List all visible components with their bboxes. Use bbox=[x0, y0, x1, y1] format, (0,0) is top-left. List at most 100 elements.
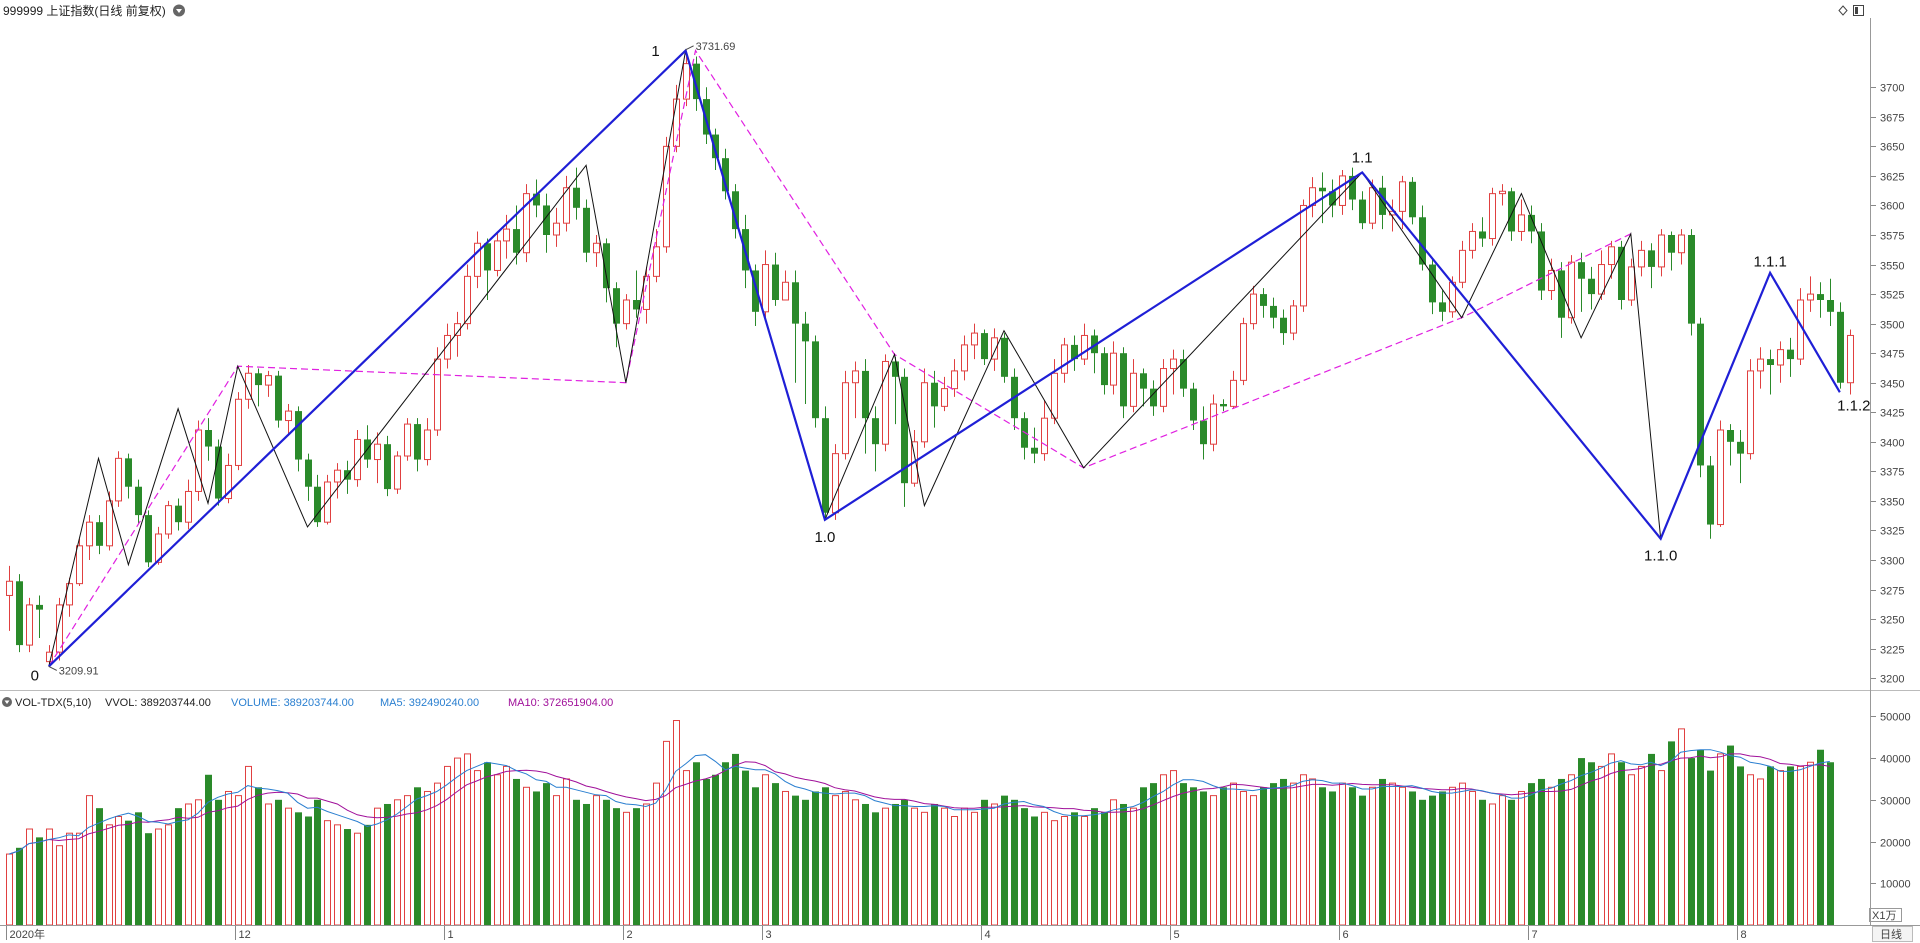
volume-bar bbox=[1190, 787, 1197, 925]
volume-bar bbox=[1210, 795, 1217, 926]
wave-dashed-line bbox=[48, 49, 1632, 667]
volume-bar bbox=[1807, 761, 1814, 926]
volume-bar bbox=[86, 795, 93, 926]
volume-bar bbox=[1449, 786, 1456, 926]
price-tick-label: 3300 bbox=[1880, 556, 1904, 568]
candle-body bbox=[1220, 404, 1227, 407]
candle-body bbox=[1399, 181, 1406, 212]
candle-body bbox=[862, 370, 869, 419]
candle-body bbox=[1439, 302, 1446, 312]
candle-body bbox=[633, 300, 640, 310]
volume-bar bbox=[36, 837, 43, 925]
candle-body bbox=[324, 481, 331, 523]
candle-body bbox=[703, 99, 710, 135]
candle-body bbox=[444, 334, 451, 360]
candle-body bbox=[1618, 246, 1625, 300]
candle-body bbox=[1578, 262, 1585, 279]
volume-bar bbox=[1578, 758, 1585, 925]
candle-body bbox=[384, 444, 391, 490]
volume-bar bbox=[1419, 799, 1426, 925]
candle-body bbox=[394, 455, 401, 490]
volume-bar bbox=[115, 816, 122, 926]
period-tab[interactable]: 日线 bbox=[1872, 926, 1913, 942]
candle-body bbox=[255, 373, 262, 386]
candle-body bbox=[1190, 388, 1197, 421]
volume-bar bbox=[1130, 807, 1137, 926]
candle-body bbox=[971, 332, 978, 346]
volume-bar bbox=[1011, 799, 1018, 925]
candle-body bbox=[1777, 349, 1784, 366]
candle-body bbox=[1548, 269, 1555, 292]
month-label: 4 bbox=[985, 929, 991, 941]
candle-body bbox=[643, 275, 650, 310]
volume-bar bbox=[46, 828, 53, 926]
volume-bar bbox=[1091, 808, 1098, 925]
volume-bar bbox=[56, 845, 63, 926]
candle-body bbox=[265, 375, 272, 386]
month-label: 2020年 bbox=[10, 927, 45, 941]
volume-menu-icon[interactable] bbox=[2, 697, 12, 707]
candle-body bbox=[752, 270, 759, 312]
price-tick-label: 3375 bbox=[1880, 467, 1904, 479]
volume-indicator-title: VOL-TDX(5,10) bbox=[15, 697, 91, 709]
high-price-label: 3731.69 bbox=[696, 41, 736, 53]
candle-body bbox=[1319, 187, 1326, 192]
price-tick-label: 3500 bbox=[1880, 320, 1904, 332]
price-tick-label: 3600 bbox=[1880, 201, 1904, 213]
volume-bar bbox=[1280, 778, 1287, 925]
volume-bar bbox=[1101, 812, 1108, 925]
price-tick-label: 3400 bbox=[1880, 438, 1904, 450]
volume-bar bbox=[782, 790, 789, 926]
candle-body bbox=[712, 134, 719, 159]
period-label[interactable]: 日线 bbox=[1880, 927, 1902, 941]
volume-bar bbox=[653, 782, 660, 926]
month-label: 2 bbox=[627, 929, 633, 941]
volume-bar bbox=[921, 811, 928, 926]
volume-bar bbox=[1737, 766, 1744, 925]
dropdown-icon[interactable] bbox=[173, 4, 185, 17]
volume-bar bbox=[1160, 774, 1167, 926]
ma5-line bbox=[8, 749, 1830, 855]
volume-bar bbox=[165, 824, 172, 926]
volume-bar bbox=[1051, 820, 1058, 926]
panel-toggle-icon[interactable] bbox=[1853, 5, 1864, 16]
volume-readout: VOLUME: 389203744.00 bbox=[231, 697, 354, 709]
price-tick-label: 3325 bbox=[1880, 526, 1904, 538]
volume-bar bbox=[1648, 753, 1655, 925]
price-tick-label: 3675 bbox=[1880, 113, 1904, 125]
volume-bar bbox=[1827, 762, 1834, 925]
volume-bar bbox=[1110, 799, 1117, 926]
volume-bar bbox=[354, 832, 361, 926]
candle-body bbox=[275, 375, 282, 421]
volume-bar bbox=[1787, 766, 1794, 925]
volume-bar bbox=[991, 803, 998, 926]
volume-bar bbox=[215, 799, 222, 925]
volume-bar bbox=[633, 808, 640, 925]
candle-body bbox=[1747, 370, 1754, 455]
volume-axis: 10000 20000 30000 40000 50000 bbox=[1871, 712, 1911, 891]
wave-label: 1.1.1 bbox=[1753, 253, 1786, 270]
candle-body bbox=[1130, 372, 1137, 407]
chart-header: 999999 上证指数(日线 前复权) bbox=[3, 3, 1864, 18]
candle-body bbox=[314, 486, 321, 523]
candle-body bbox=[225, 464, 232, 500]
candle-body bbox=[6, 580, 13, 596]
volume-bar bbox=[1300, 774, 1307, 926]
candle-body bbox=[1727, 430, 1734, 442]
candle-body bbox=[991, 337, 998, 360]
candle-body bbox=[1508, 191, 1515, 232]
volume-bar bbox=[752, 787, 759, 925]
volume-bar bbox=[703, 778, 710, 925]
candle-body bbox=[1658, 234, 1665, 268]
diamond-icon[interactable] bbox=[1838, 5, 1848, 16]
volume-bar bbox=[305, 816, 312, 925]
volume-bar bbox=[275, 799, 282, 925]
candle-body bbox=[155, 533, 162, 563]
volume-bar bbox=[583, 803, 590, 925]
volume-bar bbox=[1180, 783, 1187, 925]
candle-body bbox=[205, 430, 212, 447]
candle-body bbox=[135, 486, 142, 516]
volume-bar bbox=[394, 799, 401, 926]
